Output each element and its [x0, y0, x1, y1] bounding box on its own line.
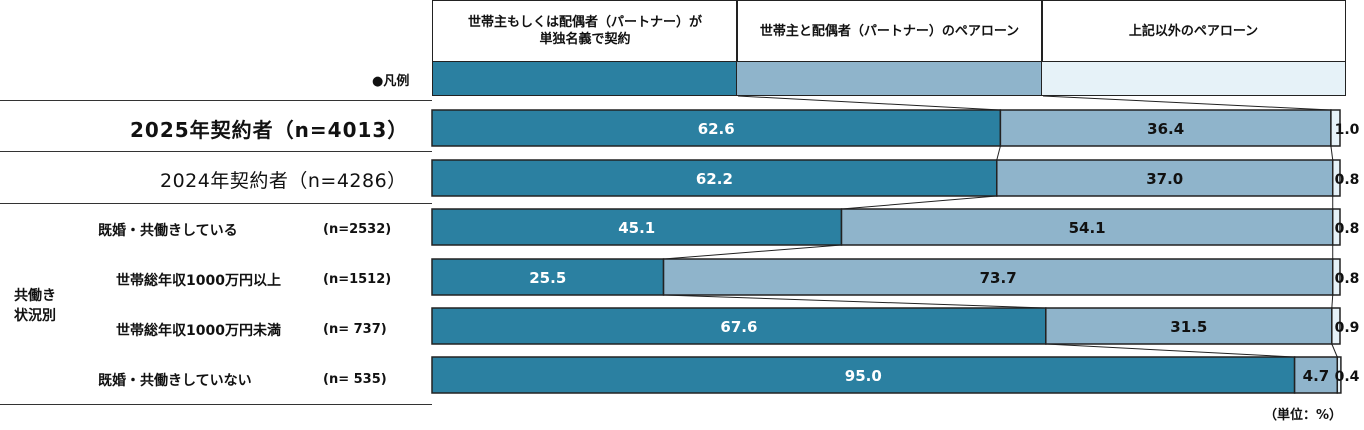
category-n-income-under-10m: (n= 737): [323, 322, 387, 337]
value-label: 73.7: [980, 269, 1017, 287]
bar-other-pair-loan: [1331, 258, 1341, 296]
category-n-income-over-10m: (n=1512): [323, 272, 392, 287]
category-label-2024: 2024年契約者（n=4286）: [160, 170, 407, 192]
value-label: 62.6: [698, 120, 735, 138]
category-n-dual-income: (n=2532): [323, 222, 392, 237]
value-label: 0.8: [1335, 172, 1360, 188]
category-label-not-dual-income: 既婚・共働きしていない: [98, 373, 252, 389]
connector-line: [663, 294, 1046, 309]
category-label-income-over-10m: 世帯総年収1000万円以上: [116, 273, 281, 289]
value-label: 0.9: [1335, 320, 1360, 336]
bar-pair-loan: [840, 208, 1334, 246]
connector-line: [663, 244, 842, 260]
bar-other-pair-loan: [1336, 356, 1342, 394]
divider-line: [0, 203, 432, 204]
value-label: 95.0: [845, 367, 882, 385]
divider-line: [0, 151, 432, 152]
bar-other-pair-loan: [1331, 307, 1341, 345]
legend-title: ●凡例: [372, 74, 410, 89]
category-n-not-dual-income: (n= 535): [323, 372, 387, 387]
value-label: 1.0: [1335, 122, 1360, 138]
connector-line: [841, 195, 997, 210]
bar-pair-loan: [999, 109, 1332, 147]
category-label-dual-income: 既婚・共働きしている: [98, 223, 238, 239]
value-label: 36.4: [1147, 120, 1184, 138]
value-label: 0.4: [1335, 369, 1360, 385]
group-label-dual-income-status: 共働き 状況別: [14, 288, 56, 324]
value-label: 62.2: [696, 170, 733, 188]
category-label-2025: 2025年契約者（n=4013）: [130, 118, 409, 142]
unit-label: （単位：%）: [1263, 408, 1342, 423]
bar-pair-loan: [1045, 307, 1333, 345]
connector-line: [1042, 95, 1331, 111]
connector-line: [1331, 343, 1338, 358]
value-label: 37.0: [1146, 170, 1183, 188]
connector-line: [1331, 294, 1334, 309]
value-label: 0.8: [1335, 271, 1360, 287]
bar-single-name: [431, 109, 1002, 147]
legend-swatch-other-pair-loan: [1041, 61, 1346, 96]
connector-line: [1045, 343, 1295, 358]
value-label: 67.6: [720, 318, 757, 336]
category-label-income-under-10m: 世帯総年収1000万円未満: [116, 323, 281, 339]
legend-swatch-pair-loan: [736, 61, 1043, 96]
bar-single-name: [431, 159, 998, 197]
bar-other-pair-loan: [1331, 159, 1341, 197]
divider-line: [0, 404, 432, 405]
bar-other-pair-loan: [1331, 208, 1341, 246]
connector-line: [996, 145, 1001, 161]
value-label: 0.8: [1335, 221, 1360, 237]
bar-single-name: [431, 356, 1296, 394]
value-label: 25.5: [529, 269, 566, 287]
value-label: 45.1: [618, 219, 655, 237]
legend-swatch-single-name: [432, 61, 738, 96]
bar-single-name: [431, 258, 665, 296]
value-label: 31.5: [1170, 318, 1207, 336]
value-label: 4.7: [1303, 367, 1330, 385]
connector-line: [1330, 145, 1334, 161]
value-label: 54.1: [1069, 219, 1106, 237]
connector-line: [737, 95, 1001, 111]
bar-other-pair-loan: [1330, 109, 1341, 147]
divider-line: [0, 100, 432, 101]
bar-single-name: [431, 208, 843, 246]
